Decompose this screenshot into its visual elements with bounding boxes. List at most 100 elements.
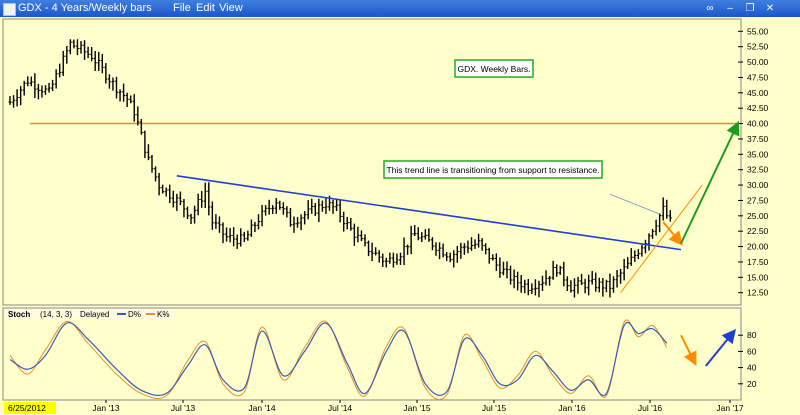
price-bar	[572, 278, 576, 298]
price-bar	[473, 239, 477, 249]
price-bar	[214, 214, 218, 229]
price-bar	[640, 244, 644, 257]
price-bar	[452, 250, 456, 268]
minimize-icon[interactable]: –	[727, 3, 733, 14]
price-bar	[544, 270, 548, 286]
svg-text:GDX. Weekly Bars.: GDX. Weekly Bars.	[457, 64, 530, 74]
price-bar	[225, 227, 229, 242]
price-bar	[274, 198, 278, 214]
restore-icon[interactable]: ❐	[745, 3, 755, 14]
price-bar	[260, 204, 264, 227]
price-bar	[232, 227, 236, 247]
price-bar	[267, 199, 271, 215]
price-bar	[377, 250, 381, 263]
trend-line	[176, 175, 682, 251]
callout-pointer	[609, 193, 660, 215]
price-y-tick-label: 15.00	[747, 272, 769, 282]
start-date-label: 6/25/2012	[8, 403, 46, 413]
price-bar	[19, 86, 23, 106]
menu-edit[interactable]: Edit	[196, 2, 215, 14]
price-bar	[601, 277, 605, 297]
price-bar	[207, 182, 211, 216]
price-bar	[122, 83, 126, 102]
price-y-tick-label: 17.50	[747, 257, 769, 267]
price-bar	[516, 271, 520, 291]
price-bar	[118, 89, 122, 102]
price-bar	[352, 223, 356, 246]
price-panel: 12.50 15.00 17.50 20.00 22.50 25.00 27.50 30.00…	[2, 18, 769, 306]
legend-delayed: Delayed	[80, 310, 109, 319]
price-y-tick-label: 20.00	[747, 242, 769, 252]
price-bar	[196, 193, 200, 216]
price-bar	[299, 214, 303, 231]
price-bar	[168, 184, 172, 204]
close-icon[interactable]: ✕	[765, 3, 775, 14]
price-bar	[139, 118, 143, 135]
price-bar	[562, 261, 566, 287]
stoch-legend: Stoch (14, 3, 3) Delayed D% K%	[6, 309, 176, 319]
price-bar	[200, 191, 204, 208]
price-bar	[107, 74, 111, 89]
price-bar	[491, 254, 495, 261]
price-bar	[157, 172, 161, 196]
price-bar	[97, 51, 101, 71]
price-bar	[484, 243, 488, 255]
price-bar	[533, 279, 537, 296]
price-bar	[448, 252, 452, 263]
price-panel-frame	[2, 18, 742, 306]
arrow-down-price	[662, 221, 683, 246]
price-y-tick-label: 32.50	[747, 165, 769, 175]
price-bar	[459, 242, 463, 259]
price-bar	[370, 242, 374, 262]
price-y-tick-label: 25.00	[747, 211, 769, 221]
price-bar	[93, 50, 97, 71]
price-bars	[8, 39, 672, 298]
price-bar	[406, 244, 410, 255]
price-bar	[317, 198, 321, 223]
price-bar	[189, 213, 193, 225]
price-bar	[161, 184, 165, 194]
x-tick-label: Jan '16	[558, 403, 585, 413]
price-bar	[608, 273, 612, 298]
price-bar	[445, 251, 449, 262]
stoch-y-tick-label: 60	[747, 346, 757, 356]
price-bar	[381, 253, 385, 267]
price-bar	[576, 276, 580, 294]
price-bar	[438, 242, 442, 260]
stoch-panel-frame	[2, 307, 742, 401]
price-bar	[303, 211, 307, 225]
price-bar	[75, 39, 79, 56]
price-bar	[324, 198, 328, 214]
menu-view[interactable]: View	[219, 2, 243, 14]
price-bar	[498, 257, 502, 278]
x-tick-label: Jul '15	[482, 403, 507, 413]
price-y-tick-label: 22.50	[747, 226, 769, 236]
arrow-down-stoch	[680, 334, 697, 367]
price-bar	[615, 269, 619, 288]
link-icon[interactable]: ∞	[706, 3, 714, 14]
price-bar	[29, 76, 33, 87]
annotation-trend-line: This trend line is transitioning from su…	[383, 160, 603, 179]
price-bar	[487, 247, 491, 264]
menu-file[interactable]: File	[173, 2, 191, 14]
price-bar	[178, 191, 182, 206]
price-bar	[296, 217, 300, 228]
x-tick-label: Jan '15	[403, 403, 430, 413]
x-tick-label: Jan '14	[248, 403, 275, 413]
price-bar	[501, 261, 505, 276]
price-bar	[519, 275, 523, 293]
price-bar	[367, 240, 371, 257]
price-bar	[622, 258, 626, 281]
price-bar	[580, 273, 584, 286]
price-bar	[104, 63, 108, 84]
x-tick-label: Jul '14	[328, 403, 353, 413]
price-bar	[658, 213, 662, 233]
price-bar	[175, 193, 179, 211]
price-bar	[22, 80, 26, 96]
price-bar	[132, 94, 136, 122]
price-bar	[320, 200, 324, 212]
stoch-k-line	[9, 319, 668, 401]
price-bar	[193, 205, 197, 224]
price-bar	[90, 47, 94, 62]
stoch-y-tick-label: 80	[747, 330, 757, 340]
